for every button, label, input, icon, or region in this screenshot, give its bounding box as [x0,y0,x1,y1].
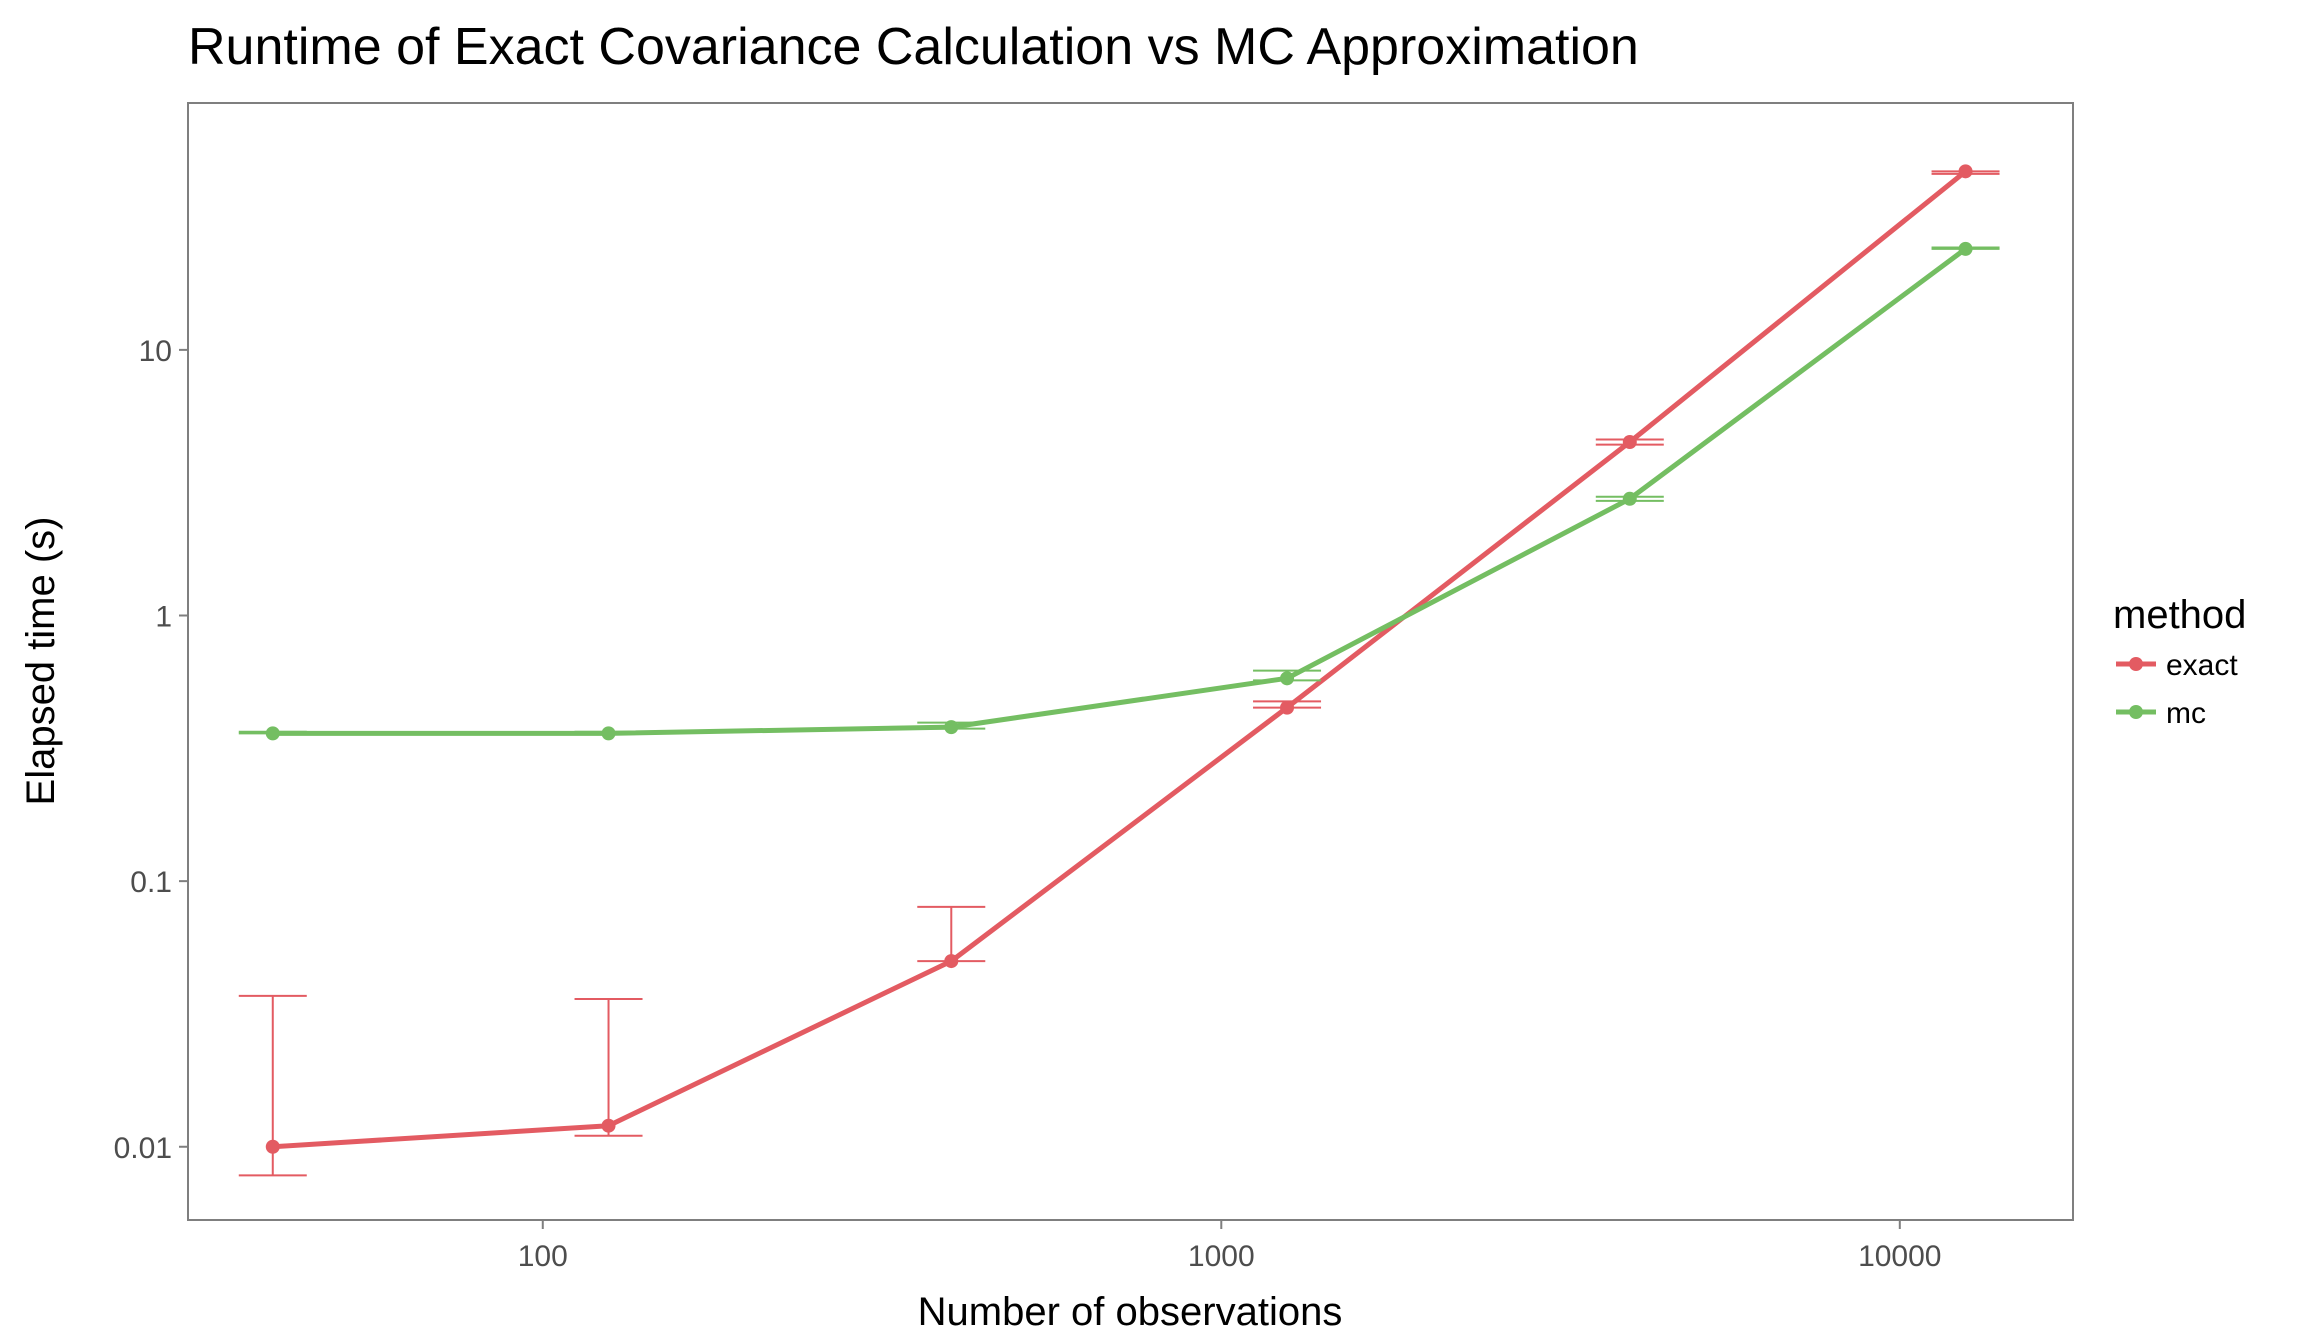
series-mc [238,241,2000,741]
data-point [1958,241,1973,256]
x-tick-label: 1000 [1188,1240,1255,1273]
y-tick-label: 0.01 [114,1132,172,1165]
x-axis: 100 1000 10000 [518,1220,1942,1273]
legend-swatch-point [2129,705,2143,719]
series-layer [238,164,2000,1177]
data-point [944,954,959,969]
data-point [1622,491,1637,506]
x-axis-title: Number of observations [918,1290,1343,1334]
legend-item-mc: mc [2116,697,2206,730]
y-tick-label: 0.1 [130,866,172,899]
y-tick-label: 1 [155,601,172,634]
x-tick-label: 100 [518,1240,568,1273]
series-exact [238,164,2000,1177]
y-axis-title: Elapsed time (s) [19,517,63,806]
data-point [265,726,280,741]
chart-title: Runtime of Exact Covariance Calculation … [188,18,1639,76]
plot-panel [187,102,2074,1221]
series-line-mc [272,246,1967,736]
legend-item-exact: exact [2116,649,2238,682]
data-point [601,726,616,741]
data-point [601,1118,616,1133]
series-line-exact [272,169,1968,1150]
legend-swatch-point [2129,657,2143,671]
legend-label: exact [2166,649,2238,682]
legend-title: method [2113,593,2246,637]
y-axis: 0.01 0.1 1 10 [114,335,188,1165]
data-point [1622,434,1637,449]
legend-label: mc [2166,697,2206,730]
data-point [1958,164,1973,179]
data-point [1280,671,1295,686]
data-point [1280,700,1295,715]
data-point [944,720,959,735]
y-tick-label: 10 [139,335,172,368]
data-point [265,1139,280,1154]
legend: method exact mc [2113,593,2246,730]
error-bar [574,997,643,1137]
x-tick-label: 10000 [1858,1240,1941,1273]
